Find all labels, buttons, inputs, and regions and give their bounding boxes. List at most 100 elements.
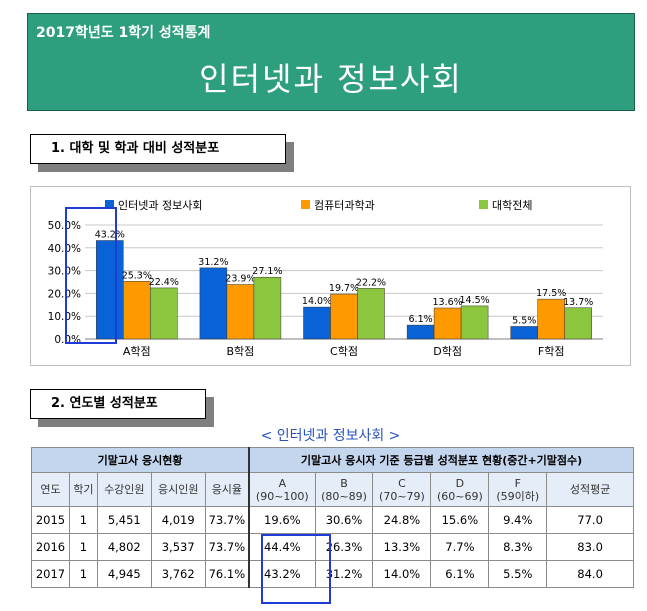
banner-title: 인터넷과 정보사회 <box>199 60 463 98</box>
data-label: 22.2% <box>356 277 386 288</box>
bar <box>510 326 538 340</box>
data-label: 13.7% <box>563 297 593 308</box>
chart-canvas: 0.0%10.0%20.0%30.0%40.0%50.0%43.2%25.3%2… <box>48 199 603 358</box>
chart-highlight-box <box>65 207 117 344</box>
data-label: 6.1% <box>409 314 433 325</box>
y-tick-label: 50.0% <box>48 220 81 232</box>
legend-swatch <box>105 200 114 209</box>
y-tick-label: 10.0% <box>48 311 81 323</box>
cell: 73.7% <box>204 506 250 534</box>
col-grade-f: F (59이하) <box>488 472 548 507</box>
table-row: 2017 1 4,945 3,762 76.1% 43.2% 31.2% 14.… <box>31 560 634 588</box>
bar <box>330 293 358 340</box>
legend-label: 대학전체 <box>492 199 532 212</box>
cell: 3,762 <box>150 560 206 588</box>
yearly-stats-table: 기말고사 응시현황 기말고사 응시자 기준 등급별 성적분포 현황(중간+기말점… <box>31 447 635 588</box>
bar <box>564 307 592 340</box>
legend-label: 컴퓨터과학과 <box>314 199 375 212</box>
cell: 4,802 <box>96 533 152 561</box>
bar <box>123 281 151 340</box>
data-label: 25.3% <box>122 270 152 281</box>
cell: 3,537 <box>150 533 206 561</box>
cell: 1 <box>68 533 98 561</box>
y-tick-label: 30.0% <box>48 266 81 278</box>
legend-swatch <box>479 200 488 209</box>
cell: 9.4% <box>488 506 548 534</box>
table-row: 2016 1 4,802 3,537 73.7% 44.4% 26.3% 13.… <box>31 533 634 561</box>
cell: 2017 <box>31 560 70 588</box>
table-row: 2015 1 5,451 4,019 73.7% 19.6% 30.6% 24.… <box>31 506 634 534</box>
cell: 1 <box>68 560 98 588</box>
data-label: 22.4% <box>149 277 179 288</box>
data-label: 23.9% <box>225 274 255 285</box>
x-tick-label: F학점 <box>538 345 565 358</box>
bar <box>406 324 435 340</box>
section2-heading: 2. 연도별 성적분포 <box>30 389 206 419</box>
data-label: 31.2% <box>198 257 228 268</box>
cell: 4,945 <box>96 560 152 588</box>
col-grade-a: A (90~100) <box>248 472 316 507</box>
col-semester: 학기 <box>68 472 98 507</box>
data-label: 19.7% <box>329 283 359 294</box>
table-highlight-box <box>261 534 331 604</box>
col-grade-d: D (60~69) <box>430 472 490 507</box>
col-examinees: 응시인원 <box>150 472 206 507</box>
bar <box>226 284 255 340</box>
col-rate: 응시율 <box>204 472 250 507</box>
group-header-grades: 기말고사 응시자 기준 등급별 성적분포 현황(중간+기말점수) <box>248 447 635 473</box>
cell: 15.6% <box>430 506 490 534</box>
table-caption: < 인터넷과 정보사회 > <box>260 428 401 444</box>
data-label: 27.1% <box>252 266 282 277</box>
cell: 4,019 <box>150 506 206 534</box>
cell: 5.5% <box>488 560 548 588</box>
bar <box>150 287 178 340</box>
bar <box>253 276 282 340</box>
cell: 19.6% <box>248 506 316 534</box>
data-label: 17.5% <box>536 288 566 299</box>
col-year: 연도 <box>31 472 70 507</box>
legend-swatch <box>301 200 310 209</box>
section1-heading: 1. 대학 및 학과 대비 성적분포 <box>30 134 286 164</box>
bar <box>537 298 565 340</box>
y-tick-label: 40.0% <box>48 243 81 255</box>
group-header-exam: 기말고사 응시현황 <box>31 447 250 473</box>
y-tick-label: 20.0% <box>48 288 81 300</box>
bar <box>303 306 331 340</box>
x-tick-label: A학점 <box>123 345 151 358</box>
data-label: 13.6% <box>433 297 463 308</box>
cell: 73.7% <box>204 533 250 561</box>
legend-label: 인터넷과 정보사회 <box>118 199 202 212</box>
cell: 5,451 <box>96 506 152 534</box>
cell: 2016 <box>31 533 70 561</box>
cell: 83.0 <box>546 533 634 561</box>
x-tick-label: D학점 <box>433 345 462 358</box>
bar <box>433 307 462 340</box>
data-label: 14.5% <box>460 295 490 306</box>
cell: 24.8% <box>372 506 432 534</box>
title-banner: 2017학년도 1학기 성적통계 인터넷과 정보사회 <box>27 13 635 111</box>
bar <box>199 267 228 340</box>
cell: 77.0 <box>546 506 634 534</box>
col-average: 성적평균 <box>546 472 634 507</box>
bar <box>460 305 489 340</box>
data-label: 14.0% <box>302 296 332 307</box>
col-enrolled: 수강인원 <box>96 472 152 507</box>
cell: 26.3% <box>314 533 374 561</box>
cell: 1 <box>68 506 98 534</box>
data-label: 5.5% <box>512 315 536 326</box>
cell: 14.0% <box>372 560 432 588</box>
bar <box>357 288 385 340</box>
cell: 6.1% <box>430 560 490 588</box>
x-tick-label: B학점 <box>227 345 255 358</box>
col-grade-b: B (80~89) <box>314 472 374 507</box>
data-label: 43.2% <box>95 230 125 241</box>
cell: 84.0 <box>546 560 634 588</box>
banner-subtitle: 2017학년도 1학기 성적통계 <box>36 25 211 41</box>
cell: 76.1% <box>204 560 250 588</box>
col-grade-c: C (70~79) <box>372 472 432 507</box>
cell: 31.2% <box>314 560 374 588</box>
cell: 13.3% <box>372 533 432 561</box>
cell: 8.3% <box>488 533 548 561</box>
grade-distribution-chart: 0.0% 10.0% 20.0% 30.0% 40.0% 50.0% 43.2% 25.3% 2… <box>30 186 631 366</box>
cell: 43.2% <box>248 560 316 588</box>
